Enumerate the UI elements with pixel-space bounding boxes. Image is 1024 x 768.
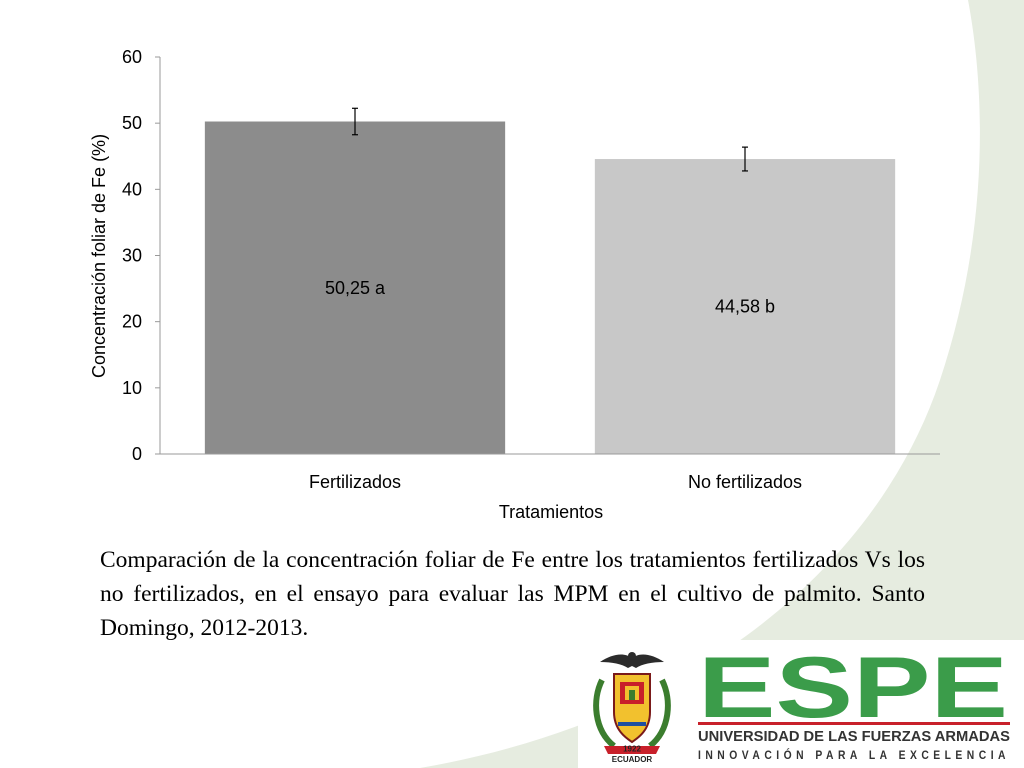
y-axis-ticks: 0 10 20 30 40 50 60 bbox=[122, 47, 160, 464]
university-motto: INNOVACIÓN PARA LA EXCELENCIA bbox=[698, 749, 1010, 762]
y-tick-label: 0 bbox=[132, 444, 142, 464]
espe-wordmark: ESPE bbox=[698, 640, 1008, 736]
swoosh-shape bbox=[420, 0, 1024, 768]
bar-value-label: 50,25 a bbox=[325, 278, 386, 298]
bars-group bbox=[204, 107, 896, 455]
category-label: No fertilizados bbox=[688, 472, 802, 492]
y-tick-label: 60 bbox=[122, 47, 142, 67]
bar-value-label: 44,58 b bbox=[715, 297, 775, 317]
y-tick-label: 10 bbox=[122, 378, 142, 398]
y-tick-label: 50 bbox=[122, 113, 142, 133]
bar-2 bbox=[594, 159, 896, 455]
y-tick-label: 40 bbox=[122, 179, 142, 199]
bar-chart: 0 10 20 30 40 50 60 50,25 a 44,58 b Fertilizado… bbox=[89, 47, 940, 522]
logo-divider bbox=[698, 722, 1010, 725]
espe-crest-icon: 1922 ECUADOR bbox=[593, 652, 671, 764]
data-labels-group: 50,25 a 44,58 b bbox=[325, 278, 775, 317]
y-axis-title: Concentración foliar de Fe (%) bbox=[89, 134, 109, 378]
y-tick-label: 30 bbox=[122, 246, 142, 266]
category-labels-group: Fertilizados No fertilizados bbox=[309, 472, 802, 492]
y-tick-label: 20 bbox=[122, 312, 142, 332]
crest-country-text: ECUADOR bbox=[612, 755, 653, 764]
university-name: UNIVERSIDAD DE LAS FUERZAS ARMADAS bbox=[698, 728, 1010, 745]
x-axis-title: Tratamientos bbox=[499, 502, 603, 522]
category-label: Fertilizados bbox=[309, 472, 401, 492]
bar-1 bbox=[204, 121, 506, 454]
crest-year-text: 1922 bbox=[623, 745, 641, 754]
figure-caption: Comparación de la concentración foliar d… bbox=[100, 547, 925, 641]
espe-logo: 1922 ECUADOR ESPE UNIVERSIDAD DE LAS FUE… bbox=[578, 640, 1024, 768]
